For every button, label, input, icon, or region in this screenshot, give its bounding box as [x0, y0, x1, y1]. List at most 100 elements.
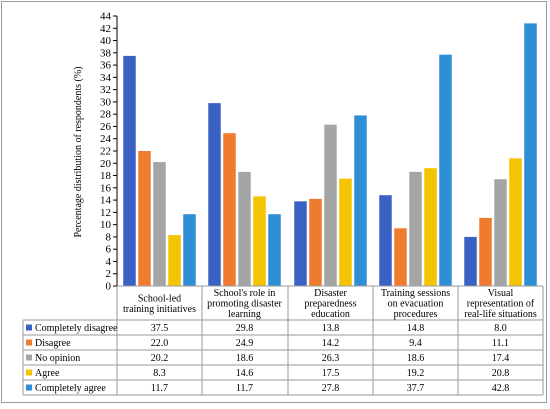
y-tick-label: 40: [100, 35, 112, 47]
y-tick-label: 20: [100, 158, 112, 170]
bar-agree: [509, 158, 522, 286]
category-label: Visual: [488, 288, 514, 299]
table-value: 14.8: [407, 323, 425, 334]
y-tick-label: 26: [100, 121, 112, 133]
legend-label: Completely disagree: [35, 323, 118, 334]
bar-no-opinion: [409, 171, 422, 286]
y-tick-label: 34: [100, 72, 112, 84]
table-value: 27.8: [322, 383, 340, 394]
y-tick-label: 38: [100, 47, 112, 59]
table-value: 37.7: [407, 383, 425, 394]
category-label: learning: [228, 309, 261, 320]
category-label: preparedness: [304, 299, 356, 310]
y-tick-label: 2: [106, 268, 112, 280]
bar-disagree: [394, 228, 407, 286]
category-label: School-led: [138, 293, 181, 304]
y-tick-label: 10: [100, 219, 112, 231]
bar-agree: [339, 178, 352, 286]
y-tick-label: 8: [106, 231, 112, 243]
table-value: 19.2: [407, 368, 425, 379]
bar-no-opinion: [324, 124, 337, 286]
table-value: 24.9: [236, 338, 254, 349]
category-label: School's role in: [214, 288, 276, 299]
legend-key: [26, 339, 32, 346]
bar-agree: [424, 168, 437, 286]
bar-disagree: [223, 133, 236, 286]
y-tick-label: 32: [100, 84, 111, 96]
table-value: 11.7: [151, 383, 168, 394]
y-tick-label: 24: [100, 133, 112, 145]
y-tick-label: 14: [100, 195, 112, 207]
table-value: 9.4: [409, 338, 422, 349]
category-label: procedures: [394, 309, 438, 320]
legend-key: [26, 369, 32, 376]
table-value: 26.3: [322, 353, 340, 364]
bar-disagree: [138, 151, 151, 286]
y-tick-label: 18: [100, 170, 112, 182]
legend-key: [26, 354, 32, 361]
table-value: 17.4: [492, 353, 510, 364]
table-value: 20.2: [151, 353, 169, 364]
table-value: 11.7: [236, 383, 253, 394]
table-value: 29.8: [236, 323, 254, 334]
table-value: 14.2: [322, 338, 340, 349]
table-value: 8.0: [494, 323, 507, 334]
bar-no-opinion: [153, 162, 166, 286]
bar-completely-agree: [268, 214, 281, 286]
bar-completely-agree: [183, 214, 196, 286]
table-value: 18.6: [407, 353, 425, 364]
bar-completely-disagree: [379, 195, 392, 286]
category-label: training initiatives: [123, 304, 196, 315]
y-tick-label: 0: [106, 281, 112, 293]
y-tick-label: 30: [100, 96, 112, 108]
table-value: 37.5: [151, 323, 169, 334]
category-label: Training sessions: [381, 288, 450, 299]
table-value: 22.0: [151, 338, 169, 349]
legend-label: No opinion: [35, 353, 80, 364]
bar-disagree: [479, 217, 492, 286]
category-label: Disaster: [314, 288, 347, 299]
table-value: 42.8: [492, 383, 510, 394]
bar-completely-agree: [439, 54, 452, 287]
bar-agree: [253, 196, 266, 286]
category-label: promoting disaster: [207, 299, 282, 310]
y-tick-label: 4: [106, 256, 112, 268]
table-value: 8.3: [153, 368, 166, 379]
bar-chart: Percentage distribution of respondents (…: [22, 11, 544, 396]
legend-key: [26, 324, 32, 331]
chart-frame: Percentage distribution of respondents (…: [1, 1, 547, 403]
bar-disagree: [309, 198, 322, 286]
y-tick-label: 42: [100, 23, 111, 35]
y-axis-title-group: Percentage distribution of respondents (…: [73, 66, 84, 237]
y-tick-label: 44: [100, 11, 112, 23]
legend-label: Completely agree: [35, 383, 106, 394]
legend-label: Agree: [35, 368, 60, 379]
table-value: 14.6: [236, 368, 254, 379]
y-tick-label: 6: [106, 244, 112, 256]
table-value: 17.5: [322, 368, 340, 379]
legend-key: [26, 384, 32, 391]
y-tick-label: 28: [100, 109, 112, 121]
bar-no-opinion: [494, 179, 507, 286]
bar-completely-disagree: [294, 201, 307, 286]
legend-label: Disagree: [35, 338, 71, 349]
bar-completely-disagree: [464, 236, 477, 286]
y-tick-label: 36: [100, 60, 112, 72]
table-value: 11.1: [492, 338, 509, 349]
y-tick-label: 12: [100, 207, 111, 219]
y-axis-ticks: 0246810121416182022242628303234363840424…: [100, 11, 118, 293]
table-value: 18.6: [236, 353, 254, 364]
y-axis-title: Percentage distribution of respondents (…: [73, 66, 84, 237]
bar-agree: [168, 235, 181, 286]
bar-no-opinion: [238, 171, 251, 286]
bar-completely-agree: [354, 115, 367, 286]
y-tick-label: 22: [100, 146, 111, 158]
bars: [123, 23, 537, 287]
category-label: representation of: [467, 299, 535, 310]
y-tick-label: 16: [100, 182, 112, 194]
category-label: on evacuation: [388, 299, 444, 310]
bar-completely-disagree: [208, 103, 221, 287]
bar-completely-disagree: [123, 55, 136, 286]
category-label: education: [311, 309, 350, 320]
